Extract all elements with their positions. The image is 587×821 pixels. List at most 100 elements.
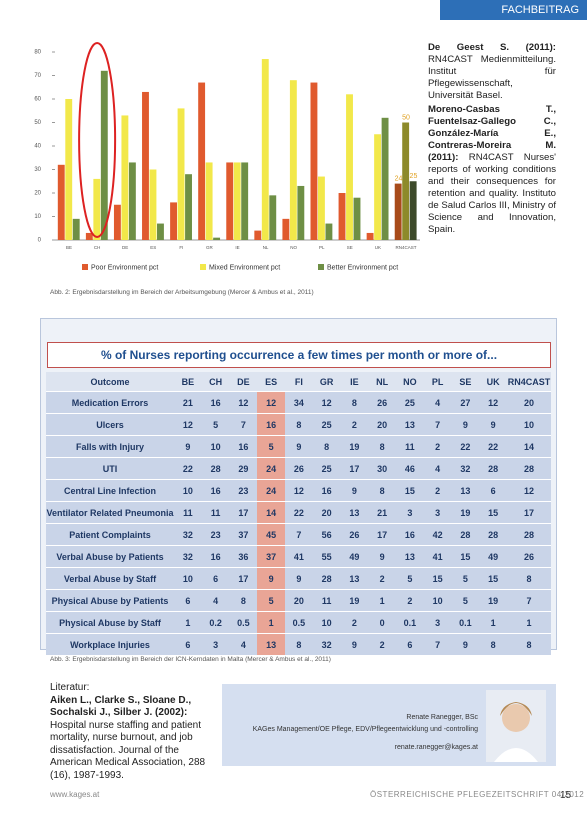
bar	[353, 197, 361, 240]
cell: 13	[396, 413, 424, 436]
cell: 25	[312, 413, 341, 436]
cell: 8	[285, 413, 313, 436]
cell: 5	[451, 589, 480, 612]
cell: 6	[396, 633, 424, 656]
cell: 12	[507, 479, 551, 502]
cell: 15	[423, 567, 452, 590]
author-name: Renate Ranegger, BSc	[406, 714, 478, 721]
bar	[149, 169, 157, 240]
cell: 16	[201, 545, 230, 568]
cell: 49	[479, 545, 507, 568]
cell: 41	[423, 545, 452, 568]
cell: 8	[312, 435, 341, 458]
bar	[185, 174, 192, 240]
cell: 37	[229, 523, 258, 546]
author-box: Renate Ranegger, BSc KAGes Management/OE…	[222, 684, 556, 766]
cell: 10	[507, 413, 551, 436]
cell: 2	[340, 413, 369, 436]
cell: 3	[396, 501, 424, 524]
cell: 16	[257, 413, 285, 436]
cell: 10	[174, 567, 202, 590]
cell: 17	[368, 523, 396, 546]
bar	[100, 70, 108, 240]
bar	[310, 82, 318, 240]
cell: 15	[396, 479, 424, 502]
cell: 32	[312, 633, 341, 656]
table-row: Workplace Injuries 6 3 4 13 8 32 9 2 6 7 9 8 8	[46, 633, 551, 656]
cell: 11	[201, 501, 230, 524]
row-label: UTI	[46, 457, 174, 480]
y-tick-label: 60	[34, 97, 41, 103]
column-header: SE	[451, 372, 480, 392]
y-tick-label: 30	[34, 167, 41, 173]
cell: 19	[340, 435, 369, 458]
cell: 12	[229, 391, 258, 414]
y-tick-label: 50	[34, 120, 41, 126]
cell: 28	[451, 523, 480, 546]
cell: 6	[201, 567, 230, 590]
bar	[346, 94, 353, 240]
bar	[121, 115, 129, 240]
cell: 9	[340, 479, 369, 502]
cell: 28	[507, 523, 551, 546]
bar	[366, 232, 374, 240]
x-tick-label: NL	[263, 245, 269, 250]
cell: 17	[229, 501, 258, 524]
cell: 6	[479, 479, 507, 502]
cell: 10	[174, 479, 202, 502]
data-label: 24	[395, 175, 403, 182]
cell: 24	[257, 479, 285, 502]
legend-label: Poor Environment pct	[91, 264, 158, 271]
cell: 2	[423, 479, 452, 502]
cell: 1	[257, 611, 285, 634]
section-header: FACHBEITRAG	[440, 0, 587, 20]
column-header: CH	[201, 372, 230, 392]
row-label: Workplace Injuries	[46, 633, 174, 656]
cell: 13	[340, 501, 369, 524]
y-tick-label: 0	[38, 238, 42, 244]
cell: 9	[451, 413, 480, 436]
ref-text: RN4CAST Nurses' reports of working condi…	[428, 152, 556, 235]
row-label: Verbal Abuse by Staff	[46, 567, 174, 590]
cell: 1	[507, 611, 551, 634]
legend-swatch	[200, 264, 206, 270]
cell: 4	[423, 391, 452, 414]
ref-text: RN4CAST Medienmitteilung. Institut für P…	[428, 54, 556, 101]
row-label: Falls with Injury	[46, 435, 174, 458]
column-header: BE	[174, 372, 202, 392]
cell: 46	[396, 457, 424, 480]
bar	[394, 183, 402, 240]
cell: 2	[396, 589, 424, 612]
cell: 26	[285, 457, 313, 480]
table-row: Patient Complaints 32 23 37 45 7 56 26 17 16 42 28 2…	[46, 523, 551, 546]
row-label: Verbal Abuse by Patients	[46, 545, 174, 568]
cell: 5	[201, 413, 230, 436]
cell: 10	[423, 589, 452, 612]
cell: 29	[229, 457, 258, 480]
cell: 9	[451, 633, 480, 656]
cell: 1	[368, 589, 396, 612]
cell: 2	[368, 633, 396, 656]
cell: 23	[201, 523, 230, 546]
cell: 0	[368, 611, 396, 634]
ref-author: Moreno-Casbas T., Fuentelsaz-Gallego C.,…	[428, 104, 556, 163]
cell: 13	[451, 479, 480, 502]
cell: 12	[285, 479, 313, 502]
column-header: NO	[396, 372, 424, 392]
cell: 9	[174, 435, 202, 458]
cell: 41	[285, 545, 313, 568]
bar	[226, 162, 234, 240]
bar	[65, 99, 73, 240]
legend-label: Mixed Environment pct	[209, 264, 280, 271]
table: Outcome BE CH DE ES FI GR IE NL NO PL SE UK RN4CAST Me…	[46, 372, 551, 656]
cell: 0.2	[201, 611, 230, 634]
cell: 1	[174, 611, 202, 634]
x-tick-label: FI	[179, 245, 183, 250]
lit-author: Aiken L., Clarke S., Sloane D., Sochalsk…	[50, 694, 192, 719]
bar	[85, 232, 93, 240]
cell: 3	[423, 501, 452, 524]
bar	[72, 218, 80, 240]
cell: 17	[229, 567, 258, 590]
ref-author: De Geest S. (2011):	[428, 42, 556, 53]
cell: 8	[368, 479, 396, 502]
